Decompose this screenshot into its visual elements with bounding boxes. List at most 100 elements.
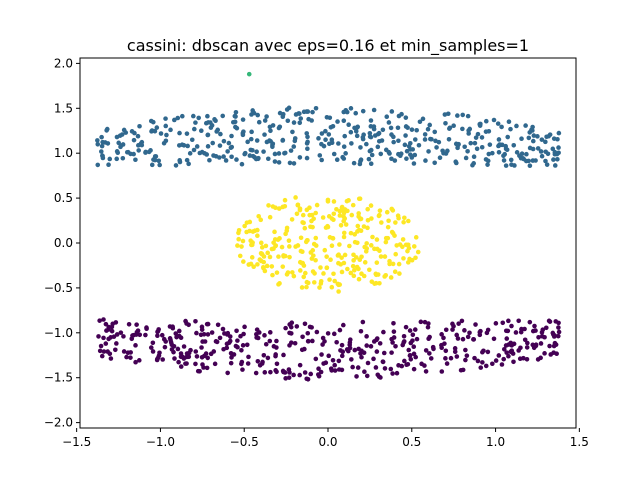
scatter-point: [262, 268, 268, 274]
scatter-point: [530, 342, 536, 348]
scatter-point: [291, 372, 296, 378]
scatter-point: [327, 115, 333, 121]
scatter-point: [381, 350, 387, 356]
scatter-point: [225, 330, 231, 336]
scatter-point: [257, 363, 263, 368]
scatter-point: [402, 215, 407, 221]
scatter-point: [234, 328, 239, 334]
scatter-point: [205, 355, 211, 361]
scatter-point: [199, 128, 204, 134]
scatter-point: [100, 155, 106, 161]
scatter-point: [504, 147, 510, 153]
scatter-point: [239, 161, 245, 167]
scatter-point: [174, 334, 179, 340]
scatter-point: [391, 335, 397, 340]
scatter-point: [175, 346, 181, 352]
scatter-point: [293, 195, 298, 200]
scatter-point: [426, 321, 431, 326]
scatter-point: [310, 224, 315, 230]
scatter-point: [211, 153, 216, 158]
scatter-point: [357, 196, 363, 202]
scatter-point: [131, 137, 137, 143]
scatter-point: [241, 259, 246, 264]
scatter-point: [454, 354, 460, 359]
scatter-point: [464, 353, 470, 358]
scatter-point: [367, 267, 372, 273]
scatter-point: [207, 157, 212, 163]
scatter-point: [358, 216, 363, 222]
scatter-point: [490, 361, 495, 367]
scatter-point: [172, 356, 177, 361]
scatter-point: [543, 325, 549, 331]
scatter-point: [298, 248, 304, 254]
scatter-point: [310, 338, 315, 344]
scatter-point: [150, 349, 156, 354]
scatter-point: [101, 349, 107, 354]
scatter-point: [133, 157, 138, 163]
scatter-point: [371, 339, 377, 344]
scatter-point: [368, 243, 374, 248]
scatter-point: [205, 332, 211, 337]
x-tick-label: 1.5: [570, 435, 589, 449]
scatter-point: [261, 254, 267, 259]
scatter-point: [300, 334, 305, 340]
scatter-point: [332, 362, 338, 368]
scatter-point: [519, 151, 525, 157]
scatter-point: [374, 260, 380, 265]
scatter-point: [511, 359, 516, 365]
scatter-point: [327, 277, 332, 282]
scatter-point: [245, 139, 250, 145]
scatter-point: [306, 339, 311, 344]
scatter-point: [272, 151, 278, 157]
scatter-point: [238, 333, 243, 339]
scatter-point: [379, 138, 385, 143]
scatter-point: [121, 349, 127, 354]
scatter-point: [487, 142, 493, 147]
scatter-point: [531, 133, 537, 138]
scatter-point: [539, 137, 545, 142]
scatter-point: [401, 256, 406, 261]
scatter-point: [550, 146, 556, 152]
scatter-point: [496, 149, 502, 155]
scatter-point: [527, 145, 533, 151]
scatter-point: [443, 327, 449, 333]
scatter-point: [388, 275, 394, 280]
scatter-point: [519, 136, 524, 142]
scatter-point: [228, 360, 234, 366]
scatter-point: [394, 243, 400, 248]
scatter-point: [229, 154, 234, 160]
scatter-point: [148, 345, 154, 350]
scatter-point: [313, 257, 318, 263]
scatter-point: [168, 127, 173, 133]
scatter-point: [463, 155, 469, 161]
scatter-point: [253, 370, 259, 376]
scatter-point: [525, 340, 530, 346]
scatter-point: [404, 362, 409, 368]
scatter-point: [96, 334, 101, 339]
scatter-point: [552, 149, 558, 155]
scatter-point: [416, 142, 422, 148]
scatter-point: [265, 250, 270, 256]
scatter-point: [297, 120, 303, 126]
scatter-point: [509, 348, 515, 353]
scatter-point: [287, 330, 292, 336]
scatter-point: [523, 123, 528, 128]
scatter-point: [380, 127, 386, 133]
scatter-point: [217, 143, 223, 148]
scatter-point: [180, 113, 185, 119]
scatter-point: [506, 119, 512, 124]
scatter-point: [307, 212, 313, 218]
scatter-point: [336, 289, 341, 294]
scatter-point: [268, 369, 273, 375]
scatter-point: [224, 341, 230, 347]
scatter-point: [360, 135, 366, 140]
scatter-point: [303, 239, 309, 245]
scatter-point: [249, 112, 254, 117]
scatter-point: [232, 113, 238, 119]
scatter-point: [509, 323, 514, 329]
scatter-point: [514, 150, 520, 155]
scatter-point: [376, 374, 382, 379]
scatter-point: [348, 270, 354, 276]
scatter-point: [403, 324, 409, 330]
scatter-point: [368, 124, 374, 129]
